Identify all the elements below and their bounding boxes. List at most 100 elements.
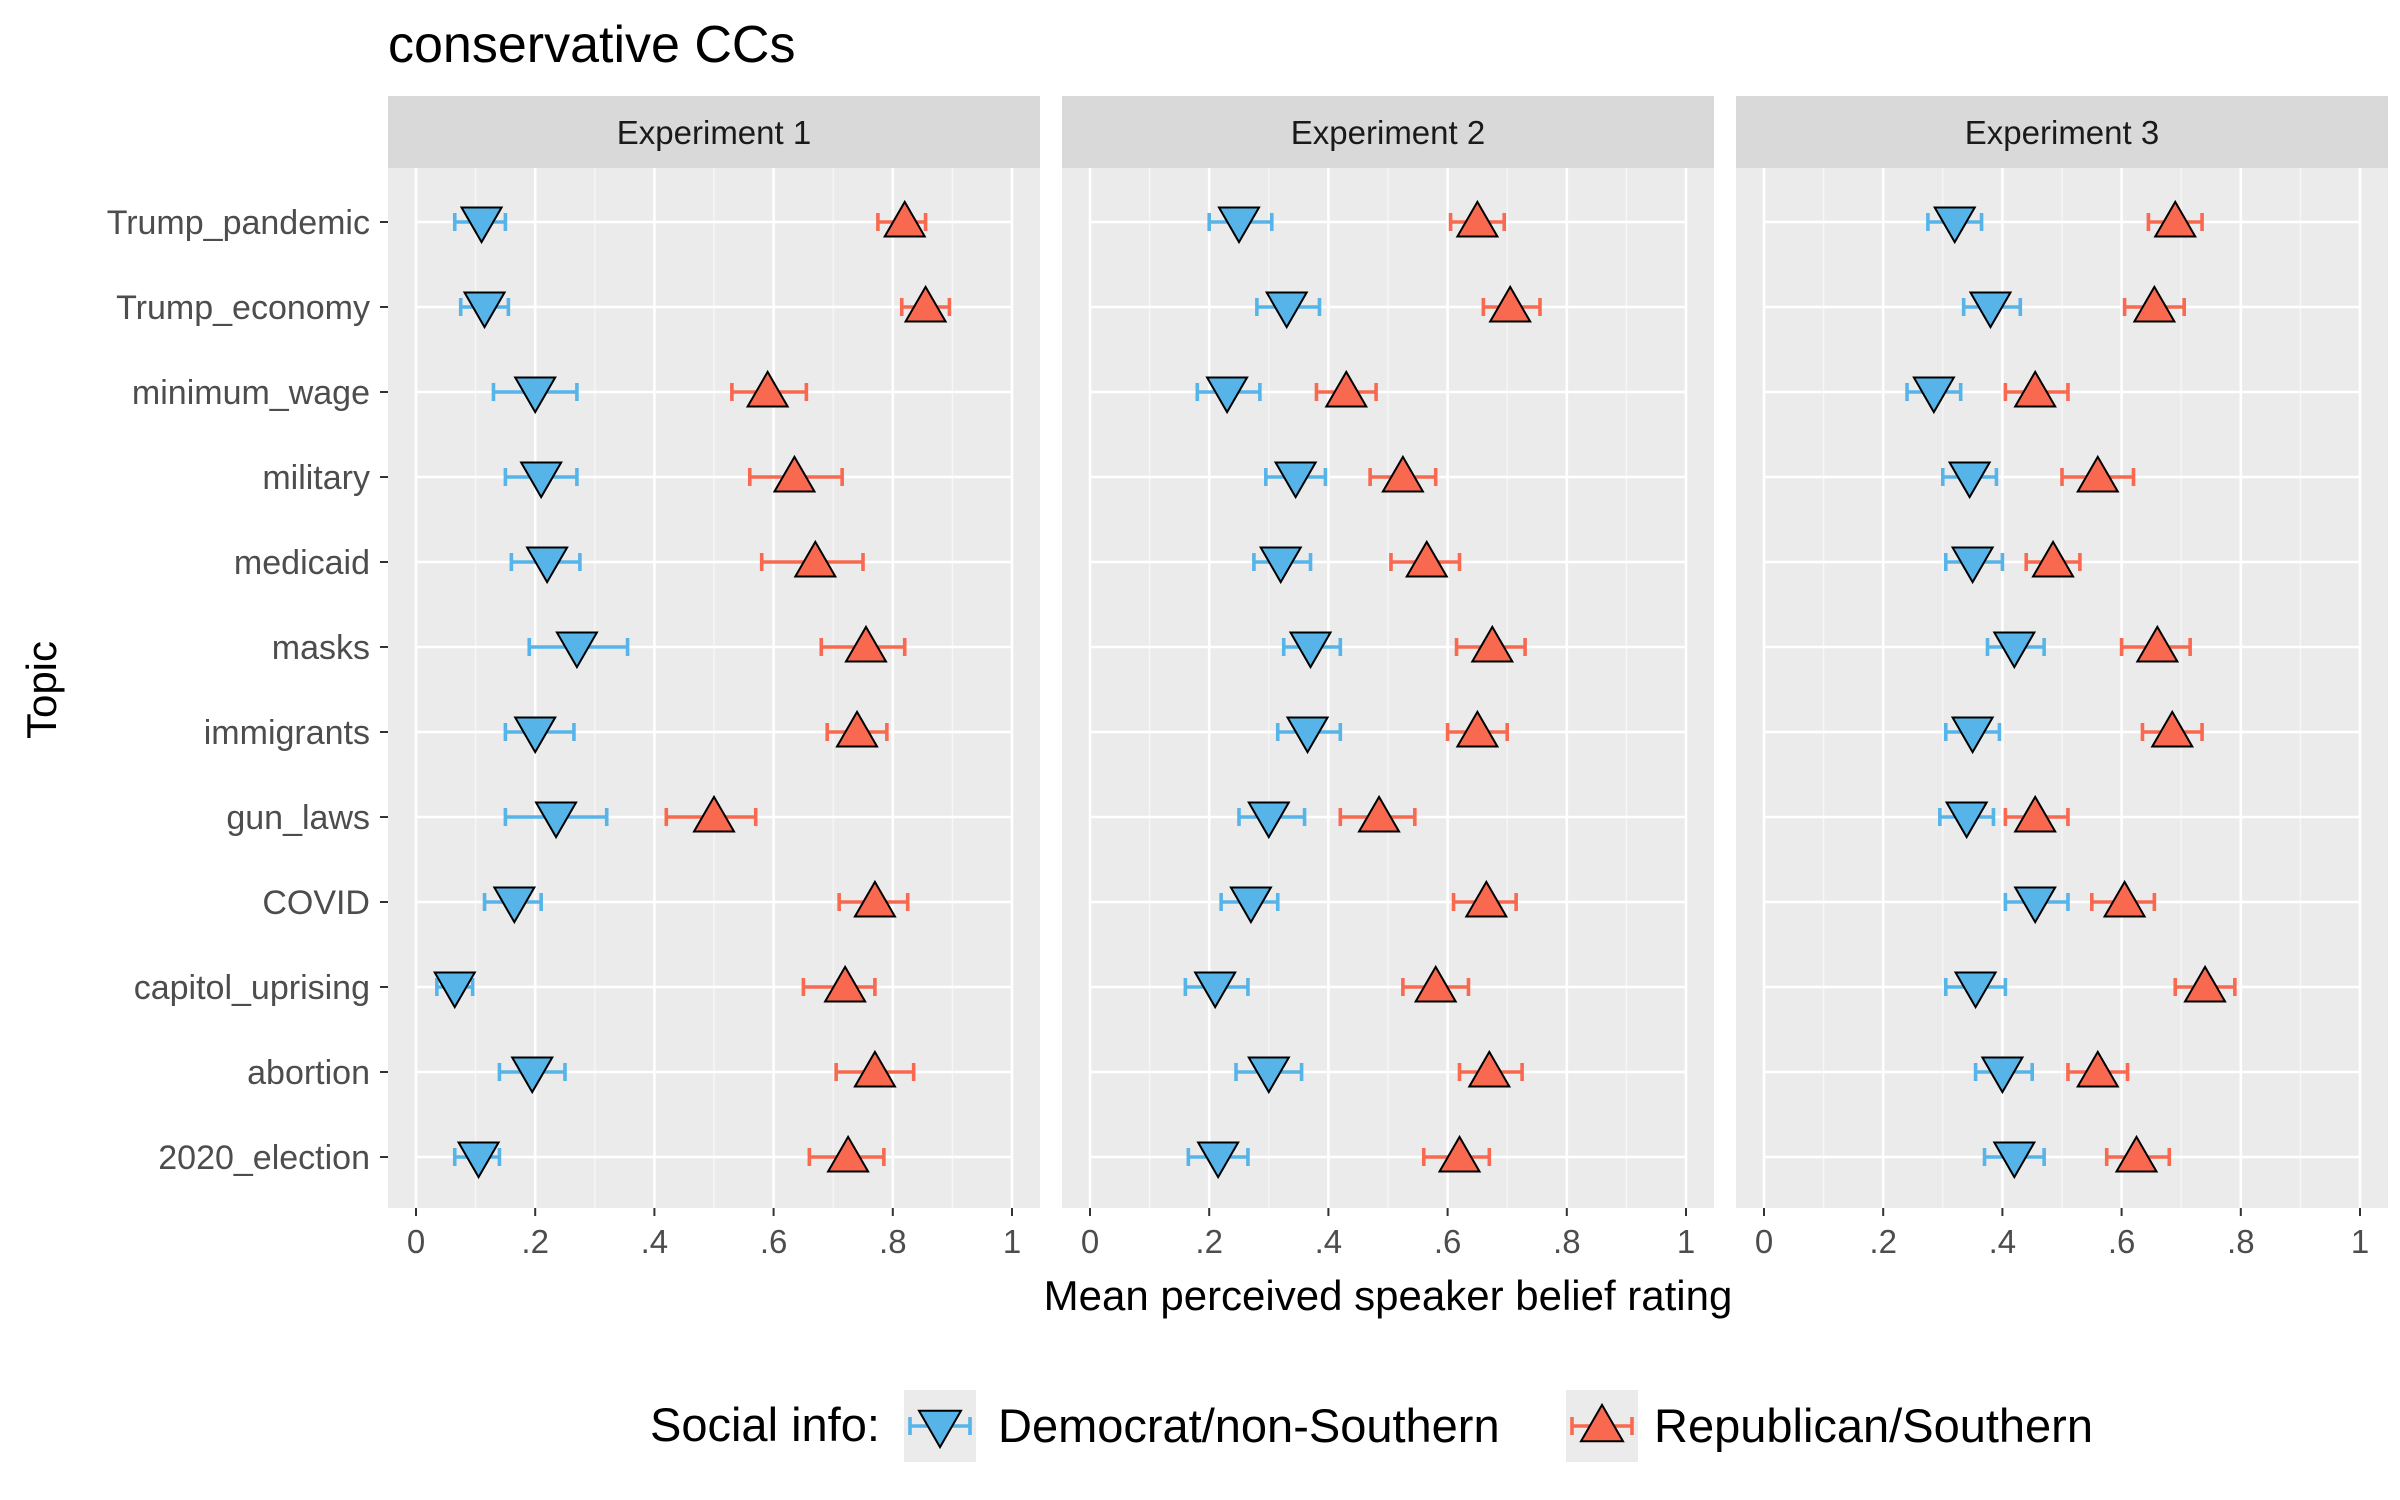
point-dem	[519, 461, 563, 500]
point-dem	[1273, 461, 1318, 500]
point-rep	[1464, 879, 1509, 918]
legend-entry-1: Democrat/non-Southern	[904, 1390, 1500, 1462]
x-tick-label: .8	[1553, 1223, 1581, 1260]
point-rep	[745, 369, 790, 408]
point-dem	[1264, 291, 1309, 330]
y-tick-label: military	[262, 459, 370, 497]
legend-key-marker	[917, 1409, 963, 1450]
point-rep	[903, 284, 948, 323]
x-tick-label: .4	[1989, 1223, 2017, 1260]
point-rep	[1455, 709, 1500, 748]
y-tick-label: COVID	[262, 884, 370, 922]
x-tick-label: .2	[1869, 1223, 1897, 1260]
panel-strip-label: Experiment 3	[1965, 114, 2159, 151]
point-rep	[826, 1134, 870, 1173]
point-dem	[1285, 716, 1330, 755]
point-rep	[1381, 454, 1425, 493]
point-dem	[1980, 1056, 2025, 1095]
point-dem	[456, 1141, 501, 1180]
point-rep	[2031, 539, 2075, 578]
point-rep	[2114, 1134, 2159, 1173]
point-dem	[1992, 631, 2037, 670]
y-tick-label: immigrants	[204, 714, 370, 752]
point-rep	[1357, 794, 1401, 833]
point-rep	[2102, 879, 2147, 918]
x-tick-label: .8	[2227, 1223, 2255, 1260]
point-rep	[823, 964, 867, 1003]
x-tick-label: 1	[2351, 1223, 2369, 1260]
legend-title: Social info:	[650, 1398, 880, 1451]
x-tick-label: .6	[1434, 1223, 1462, 1260]
point-dem	[1193, 971, 1237, 1010]
point-rep	[853, 1049, 897, 1088]
panels: Experiment 1 0 .2 .4 .6 .8 1 Experiment 2 0 .2 .4.…	[388, 96, 2388, 1260]
y-tick-label: masks	[272, 629, 370, 667]
point-dem	[513, 716, 557, 755]
point-rep	[2150, 709, 2194, 748]
point-dem	[459, 206, 504, 245]
x-tick-label: 1	[1003, 1223, 1021, 1260]
panel-strip-label: Experiment 2	[1291, 114, 1485, 151]
point-rep	[2013, 794, 2057, 833]
x-tick-label: .4	[1315, 1223, 1343, 1260]
legend-key-marker	[1579, 1402, 1625, 1443]
chart-title: conservative CCs	[388, 16, 795, 74]
point-dem	[1196, 1141, 1240, 1180]
point-dem	[1217, 206, 1261, 245]
x-tick-label: .8	[879, 1223, 907, 1260]
legend-entry-label: Democrat/non-Southern	[998, 1399, 1500, 1452]
point-rep	[2135, 624, 2180, 663]
y-tick-label: Trump_pandemic	[107, 204, 370, 242]
point-dem	[1912, 376, 1956, 415]
y-tick-label: abortion	[247, 1054, 370, 1092]
point-rep	[2013, 369, 2057, 408]
y-tick-label: medicaid	[234, 544, 370, 582]
point-dem	[1288, 631, 1333, 670]
panel-strip-label: Experiment 1	[617, 114, 811, 151]
point-rep	[835, 709, 879, 748]
x-tick-label: 1	[1677, 1223, 1695, 1260]
point-dem	[1947, 461, 1992, 500]
point-rep	[2183, 964, 2227, 1003]
point-dem	[1992, 1141, 2037, 1180]
y-tick-labels: Trump_pandemic Trump_economy minimum_wagem…	[107, 204, 388, 1177]
x-axis-title: Mean perceived speaker belief rating	[1044, 1272, 1733, 1319]
panel-strip	[388, 96, 1040, 168]
panel-1: Experiment 1 0 .2 .4 .6 .8 1	[388, 96, 1040, 1260]
legend-entry-label: Republican/Southern	[1654, 1399, 2093, 1452]
legend-entry-2: Republican/Southern	[1566, 1390, 2093, 1462]
x-tick-label: 0	[1755, 1223, 1773, 1260]
point-rep	[1455, 199, 1500, 238]
point-rep	[692, 794, 736, 833]
point-rep	[853, 879, 897, 918]
x-tick-label: .6	[2108, 1223, 2136, 1260]
y-tick-label: 2020_election	[158, 1139, 370, 1177]
legend-entries: Democrat/non-Southern Republican/Southern	[904, 1390, 2093, 1462]
point-rep	[793, 539, 838, 578]
y-tick-label: minimum_wage	[132, 374, 370, 412]
point-dem	[1229, 886, 1273, 925]
point-dem	[1950, 716, 1995, 755]
point-dem	[1932, 206, 1977, 245]
point-dem	[513, 376, 557, 415]
point-dem	[462, 291, 507, 330]
point-rep	[1437, 1134, 1482, 1173]
point-dem	[433, 971, 477, 1010]
panel-2: Experiment 2 0 .2 .4 .6 .8 1	[1062, 96, 1714, 1260]
legend: Social info: Democrat/non-Southern Republ…	[650, 1390, 2093, 1462]
point-rep	[882, 199, 927, 238]
x-tick-label: 0	[1081, 1223, 1099, 1260]
point-dem	[1247, 1056, 1291, 1095]
x-tick-label: .4	[641, 1223, 669, 1260]
x-tick-label: .2	[521, 1223, 549, 1260]
point-dem	[1205, 376, 1249, 415]
point-rep	[1413, 964, 1458, 1003]
point-rep	[2132, 284, 2177, 323]
y-tick-label: gun_laws	[226, 799, 370, 837]
point-dem	[534, 801, 578, 840]
point-rep	[772, 454, 817, 493]
point-dem	[1968, 291, 2013, 330]
panel-strip	[1062, 96, 1714, 168]
point-rep	[1470, 624, 1515, 663]
